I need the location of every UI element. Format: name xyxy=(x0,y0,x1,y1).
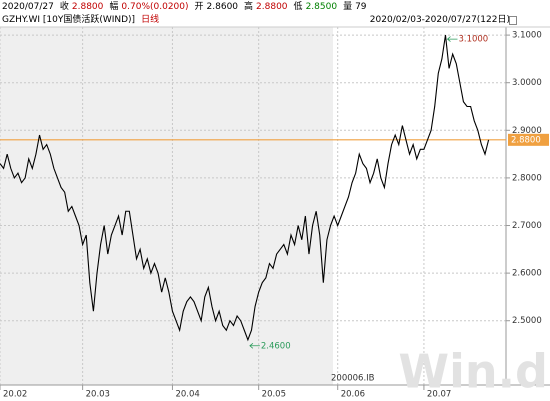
info-text: GZHY.WI [10Y国债活跃(WIND)] xyxy=(2,15,136,25)
value-label: 3.1000 xyxy=(458,35,488,45)
x-tick-label: 20.05 xyxy=(262,390,286,400)
quote-label: 量 xyxy=(343,2,353,12)
quote-item: 收 2.8800 xyxy=(60,1,104,14)
quote-label: 高 xyxy=(244,2,254,12)
date-range: 2020/02/03-2020/07/27(122日) xyxy=(369,15,510,25)
instrument-label: 200006.IB xyxy=(331,374,375,384)
highlight-region xyxy=(0,27,333,385)
value-label: 2.4600 xyxy=(261,341,291,351)
quote-item: 开 2.8600 xyxy=(195,1,239,14)
quote-value: 2.8800 xyxy=(256,2,288,12)
y-tick-label: 2.6000 xyxy=(512,269,542,279)
reference-label: 2.8800 xyxy=(511,135,541,145)
annotation-arrow xyxy=(249,342,260,349)
settings-icon[interactable] xyxy=(509,16,517,25)
quote-row: 2020/07/27 收 2.8800 幅 0.70%(0.0200) 开 2.8600 高 2… xyxy=(2,1,367,14)
quote-item: 低 2.8500 xyxy=(294,1,338,14)
quote-item: 高 2.8800 xyxy=(244,1,288,14)
x-tick-label: 20.07 xyxy=(427,390,451,400)
x-tick-label: 20.06 xyxy=(341,390,365,400)
quote-value: 0.70%(0.0200) xyxy=(121,2,189,12)
quote-value: 2.8500 xyxy=(305,2,338,12)
info-text: 日线 xyxy=(141,15,160,25)
y-tick-label: 2.8000 xyxy=(512,173,542,183)
reference-label-box xyxy=(508,133,549,146)
quote-value: 2020/07/27 xyxy=(2,2,54,12)
quote-label: 低 xyxy=(293,2,303,12)
y-tick-label: 2.9000 xyxy=(512,126,542,136)
y-tick-label: 2.5000 xyxy=(512,316,542,326)
x-tick-label: 20.04 xyxy=(175,390,199,400)
quote-label: 开 xyxy=(194,2,204,12)
info-row: GZHY.WI [10Y国债活跃(WIND)] 日线 xyxy=(2,14,159,27)
quote-value: 2.8600 xyxy=(206,2,239,12)
quote-item: 幅 0.70%(0.0200) xyxy=(109,1,188,14)
quote-value: 2.8800 xyxy=(71,2,104,12)
x-tick-label: 20.02 xyxy=(3,390,27,400)
quote-label: 收 xyxy=(59,2,69,12)
quote-value: 79 xyxy=(355,2,367,12)
quote-item: 量 79 xyxy=(343,1,366,14)
x-tick-label: 20.03 xyxy=(86,390,110,400)
y-tick-label: 2.7000 xyxy=(512,221,542,231)
watermark: Win.d xyxy=(398,345,548,399)
quote-label: 幅 xyxy=(109,2,119,12)
annotation-arrow xyxy=(446,36,458,42)
y-tick-label: 3.1000 xyxy=(512,31,542,41)
quote-item: 2020/07/27 xyxy=(2,1,54,14)
price-line xyxy=(0,35,490,342)
y-tick-label: 3.0000 xyxy=(512,78,542,88)
grid xyxy=(0,27,506,385)
